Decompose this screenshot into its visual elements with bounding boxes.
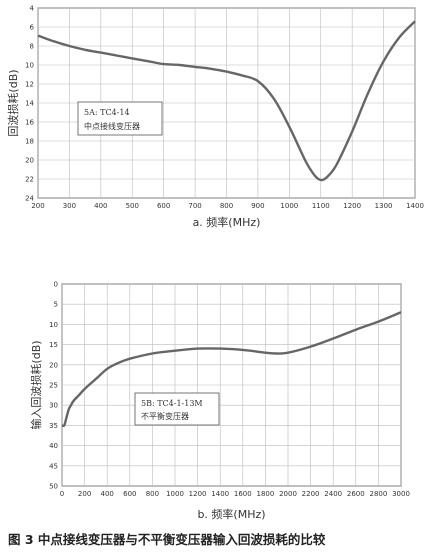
chart-a-legend-line-2: 中点接线变压器 (84, 121, 140, 131)
chart-b-x-tick-label: 600 (123, 490, 136, 498)
chart-a-x-tick-label: 700 (188, 202, 201, 210)
chart-a-x-tick-label: 600 (157, 202, 170, 210)
chart-b-x-tick-label: 2400 (324, 490, 342, 498)
chart-b-x-tick-label: 1400 (211, 490, 229, 498)
chart-b-x-tick-label: 1200 (189, 490, 207, 498)
chart-a-y-tick-label: 4 (30, 5, 35, 13)
chart-b-x-axis-label: b. 频率(MHz) (197, 507, 265, 521)
chart-b-x-tick-label: 1800 (256, 490, 274, 498)
chart-b-x-tick-label: 2600 (347, 490, 365, 498)
chart-a-x-tick-label: 300 (63, 202, 76, 210)
chart-a-y-axis-label: 回波损耗(dB) (6, 69, 20, 136)
chart-a-x-tick-label: 1200 (343, 202, 361, 210)
chart-b-y-tick-label: 45 (49, 462, 58, 470)
chart-b-x-tick-label: 0 (60, 490, 64, 498)
chart-a-y-tick-label: 10 (25, 62, 34, 70)
chart-a-x-tick-label: 1400 (406, 202, 424, 210)
chart-b-legend-box (134, 392, 220, 426)
chart-a: 200 300 400 500 600 700 800 900 1000 1100 1200 1300… (6, 5, 424, 230)
chart-a-series-line (37, 20, 416, 182)
chart-a-grid (37, 7, 416, 199)
chart-b-y-tick-label: 0 (54, 281, 58, 289)
chart-a-y-tick-label: 20 (25, 157, 34, 165)
chart-b-series-line (61, 311, 402, 428)
chart-a-y-tick-label: 6 (30, 24, 35, 32)
chart-a-x-tick-label: 1300 (375, 202, 393, 210)
chart-b-y-tick-label: 15 (49, 341, 58, 349)
chart-a-y-tick-label: 24 (25, 195, 34, 203)
chart-b-x-tick-label: 2800 (369, 490, 387, 498)
chart-a-x-tick-label: 900 (251, 202, 264, 210)
chart-a-x-tick-label: 1100 (312, 202, 330, 210)
chart-b-x-tick-label: 2000 (279, 490, 297, 498)
chart-b-y-tick-label: 35 (49, 422, 58, 430)
chart-b-x-tick-label: 2200 (302, 490, 320, 498)
chart-a-y-tick-label: 18 (25, 138, 34, 146)
chart-a-x-tick-label: 400 (94, 202, 107, 210)
chart-a-legend-box (77, 101, 163, 136)
chart-b-y-axis-label: 输入回波损耗(dB) (29, 340, 43, 429)
chart-a-x-axis-label: a. 频率(MHz) (193, 215, 261, 229)
chart-b-y-tick-label: 20 (49, 361, 58, 369)
chart-b-x-tick-label: 1000 (166, 490, 184, 498)
chart-a-ticks: 200 300 400 500 600 700 800 900 1000 1100 1200 1300… (25, 5, 424, 211)
chart-a-x-tick-label: 1000 (280, 202, 298, 210)
chart-b-y-tick-label: 30 (49, 402, 58, 410)
chart-b-legend-line-2: 不平衡变压器 (141, 411, 189, 421)
chart-b-x-tick-label: 3000 (392, 490, 410, 498)
chart-b: 0 200 400 600 800 1000 1200 1400 1600 1800 2000 220… (29, 281, 410, 522)
chart-b-y-tick-label: 5 (54, 301, 58, 309)
chart-b-y-tick-label: 25 (49, 382, 58, 390)
chart-a-x-tick-label: 800 (220, 202, 233, 210)
chart-b-x-tick-label: 800 (146, 490, 159, 498)
chart-a-y-tick-label: 12 (25, 81, 34, 89)
chart-b-x-tick-label: 400 (101, 490, 114, 498)
figure-caption: 图 3 中点接线变压器与不平衡变压器输入回波损耗的比较 (8, 532, 326, 547)
chart-a-y-tick-label: 22 (25, 176, 34, 184)
chart-a-y-tick-label: 8 (30, 43, 34, 51)
chart-b-legend-line-1: 5B: TC4-1-13M (141, 399, 203, 408)
chart-b-x-tick-label: 1600 (234, 490, 252, 498)
chart-a-x-tick-label: 500 (126, 202, 139, 210)
chart-b-grid (61, 283, 402, 487)
chart-a-y-tick-label: 16 (25, 119, 34, 127)
chart-a-legend-line-1: 5A: TC4-14 (84, 108, 130, 117)
chart-b-y-tick-label: 40 (49, 442, 58, 450)
chart-a-x-tick-label: 200 (31, 202, 44, 210)
chart-b-x-tick-label: 200 (78, 490, 91, 498)
chart-a-y-tick-label: 14 (25, 100, 34, 108)
chart-b-ticks: 0 200 400 600 800 1000 1200 1400 1600 1800 2000 220… (49, 281, 410, 499)
chart-b-y-tick-label: 50 (49, 483, 58, 491)
chart-b-y-tick-label: 10 (49, 321, 58, 329)
